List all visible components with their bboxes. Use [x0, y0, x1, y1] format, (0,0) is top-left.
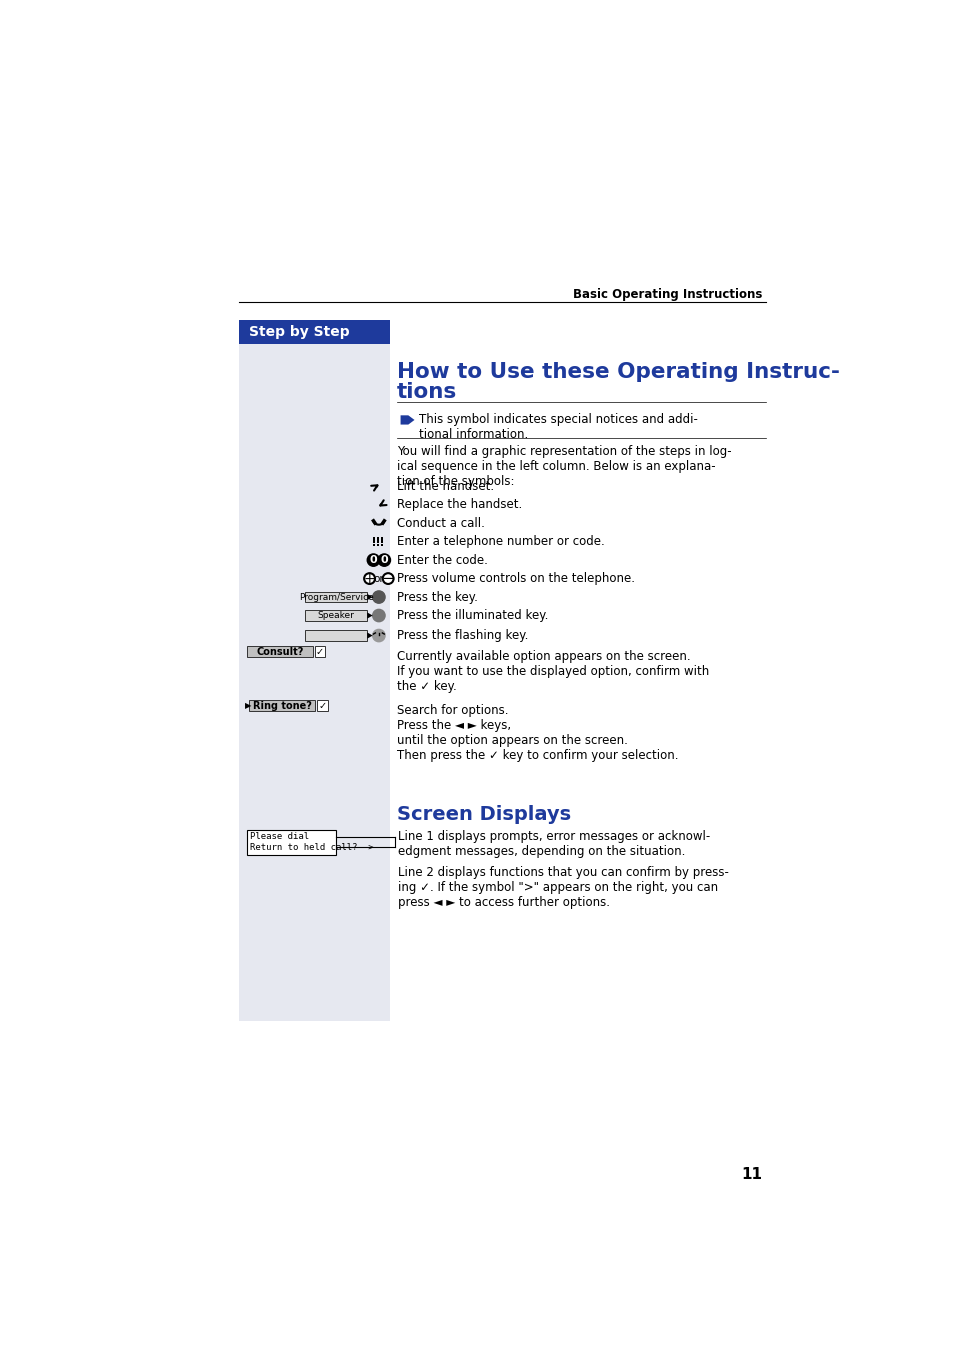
Text: Enter a telephone number or code.: Enter a telephone number or code. [396, 535, 604, 548]
Bar [380, 544, 383, 545]
Text: ✓: ✓ [315, 647, 324, 656]
Text: You will find a graphic representation of the steps in log-
ical sequence in the: You will find a graphic representation o… [396, 446, 731, 489]
Text: How to Use these Operating Instruc-: How to Use these Operating Instruc- [396, 362, 839, 382]
Bar [376, 540, 379, 543]
Polygon shape [367, 613, 373, 618]
Text: 0: 0 [369, 555, 376, 566]
Bar [305, 630, 367, 641]
Bar [247, 647, 313, 657]
Text: Return to held call?  >: Return to held call? > [250, 842, 374, 852]
Text: 11: 11 [740, 1166, 761, 1183]
Text: ✓: ✓ [318, 701, 326, 710]
Text: Lift the handset.: Lift the handset. [396, 479, 494, 493]
Text: Conduct a call.: Conduct a call. [396, 517, 484, 529]
Bar [239, 320, 390, 344]
Text: tions: tions [396, 382, 456, 402]
Text: Currently available option appears on the screen.
If you want to use the display: Currently available option appears on th… [396, 651, 708, 693]
Circle shape [377, 554, 390, 566]
Text: Press the flashing key.: Press the flashing key. [396, 629, 528, 643]
Text: This symbol indicates special notices and addi-
tional information.: This symbol indicates special notices an… [418, 413, 698, 441]
Bar [305, 591, 367, 602]
Polygon shape [367, 632, 373, 639]
Text: Replace the handset.: Replace the handset. [396, 498, 521, 512]
Text: Speaker: Speaker [317, 612, 355, 620]
Polygon shape [400, 416, 415, 424]
Bar [373, 540, 375, 543]
Bar [376, 544, 379, 545]
Text: Step by Step: Step by Step [249, 325, 350, 339]
Circle shape [382, 574, 394, 585]
Text: Basic Operating Instructions: Basic Operating Instructions [573, 288, 761, 301]
Bar [249, 701, 315, 711]
Text: −: − [381, 571, 395, 586]
Bar [380, 537, 383, 540]
Text: or: or [374, 574, 384, 583]
Text: Screen Displays: Screen Displays [396, 805, 570, 823]
Text: Press the key.: Press the key. [396, 590, 477, 603]
Text: Line 2 displays functions that you can confirm by press-
ing ✓. If the symbol ">: Line 2 displays functions that you can c… [397, 865, 728, 909]
Bar [247, 830, 335, 855]
Circle shape [373, 609, 385, 622]
Text: +: + [363, 571, 375, 586]
Polygon shape [367, 594, 373, 601]
Bar [376, 537, 379, 540]
Bar [305, 610, 367, 621]
Bar [373, 544, 375, 545]
Text: Enter the code.: Enter the code. [396, 554, 487, 567]
Circle shape [367, 554, 379, 566]
Text: Press the illuminated key.: Press the illuminated key. [396, 609, 548, 622]
Bar [316, 701, 328, 711]
Bar [373, 537, 375, 540]
Circle shape [373, 629, 385, 641]
Text: Consult?: Consult? [256, 647, 303, 656]
Text: Press volume controls on the telephone.: Press volume controls on the telephone. [396, 572, 634, 585]
Circle shape [364, 574, 375, 585]
Text: Program/Service: Program/Service [298, 593, 374, 602]
Text: Line 1 displays prompts, error messages or acknowl-
edgment messages, depending : Line 1 displays prompts, error messages … [397, 830, 710, 857]
Text: Search for options.
Press the ◄ ► keys,
until the option appears on the screen.
: Search for options. Press the ◄ ► keys, … [396, 705, 678, 763]
Text: ▶: ▶ [245, 701, 251, 710]
Text: Ring tone?: Ring tone? [253, 701, 312, 710]
Text: Please dial: Please dial [250, 832, 309, 841]
Bar [239, 320, 390, 1021]
Bar [314, 647, 325, 657]
Circle shape [373, 591, 385, 603]
Text: 0: 0 [380, 555, 388, 566]
Bar [380, 540, 383, 543]
